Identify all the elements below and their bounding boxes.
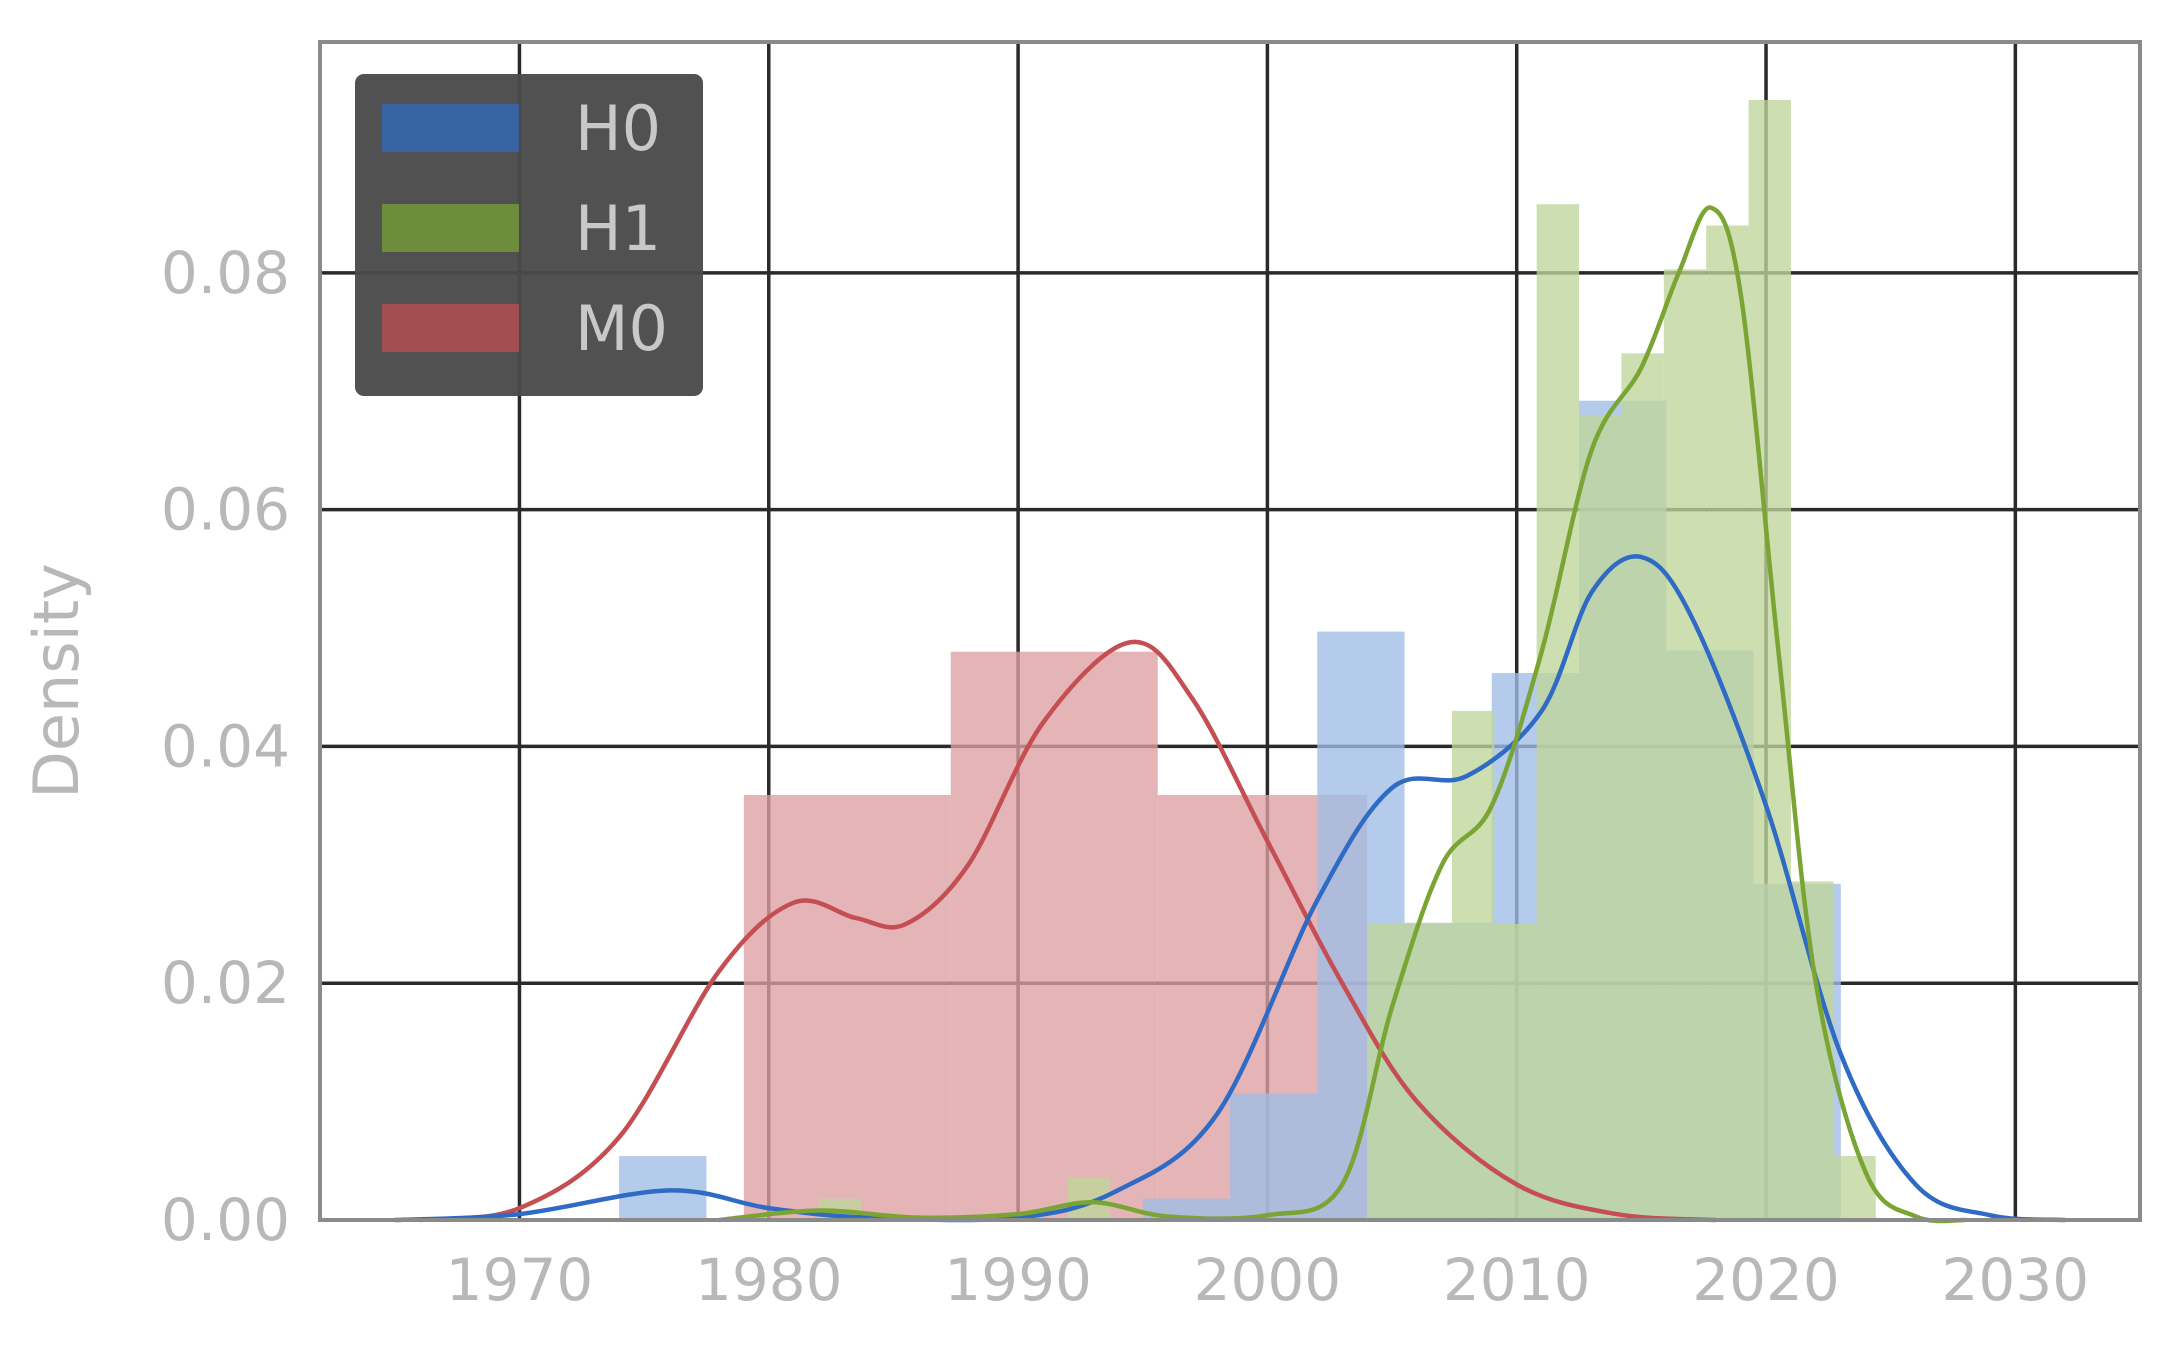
legend-label-h0: H0 (575, 92, 661, 165)
y-tick-label: 0.02 (161, 949, 290, 1017)
hist-bar-h1 (1494, 924, 1537, 1220)
legend-label-m0: M0 (575, 292, 668, 365)
legend-swatch-h0 (382, 104, 519, 152)
y-tick-label: 0.08 (161, 239, 290, 307)
y-tick-labels: 0.00 0.02 0.04 0.06 0.08 (161, 239, 290, 1254)
hist-bar-h1 (1409, 924, 1452, 1220)
hist-bar-h1 (1536, 204, 1580, 1220)
x-tick-label: 1990 (944, 1246, 1092, 1314)
hist-bar-h0 (1230, 1093, 1318, 1220)
hist-bar-m0 (950, 651, 1158, 1220)
kde-lines (394, 205, 2066, 1224)
hist-bar-h1 (1621, 353, 1664, 1220)
kde-line-m0 (419, 639, 1717, 1223)
hist-bar-h1 (1579, 414, 1622, 1220)
x-tick-label: 1980 (695, 1246, 843, 1314)
plot-frame (318, 40, 2142, 1222)
hist-bar-h1 (1833, 1156, 1876, 1220)
legend-label-h1: H1 (575, 192, 661, 265)
y-axis-label: Density (20, 563, 93, 799)
hist-bar-h1 (1451, 710, 1495, 1220)
kde-line-h1 (718, 205, 1966, 1224)
legend-swatch-m0 (382, 304, 519, 352)
hist-bar-h1 (1663, 269, 1707, 1220)
hist-bar-h1 (1790, 881, 1834, 1220)
hist-bar-h1 (1706, 225, 1749, 1220)
legend: H0 H1 M0 (355, 74, 703, 396)
x-tick-label: 2000 (1194, 1246, 1342, 1314)
x-tick-label: 1970 (446, 1246, 594, 1314)
x-tick-label: 2010 (1443, 1246, 1591, 1314)
hist-bar-m0 (743, 794, 951, 1220)
histogram-bars (619, 100, 1876, 1220)
hist-bar-h0 (619, 1156, 707, 1220)
y-tick-label: 0.04 (161, 712, 290, 780)
legend-swatch-h1 (382, 204, 519, 252)
x-tick-label: 2020 (1692, 1246, 1840, 1314)
y-tick-label: 0.00 (161, 1186, 290, 1254)
y-tick-label: 0.06 (161, 476, 290, 544)
hist-bar-h1 (1748, 100, 1791, 1220)
x-tick-label: 2030 (1942, 1246, 2090, 1314)
x-tick-labels: 1970 1980 1990 2000 2010 2020 2030 (446, 1246, 2089, 1314)
